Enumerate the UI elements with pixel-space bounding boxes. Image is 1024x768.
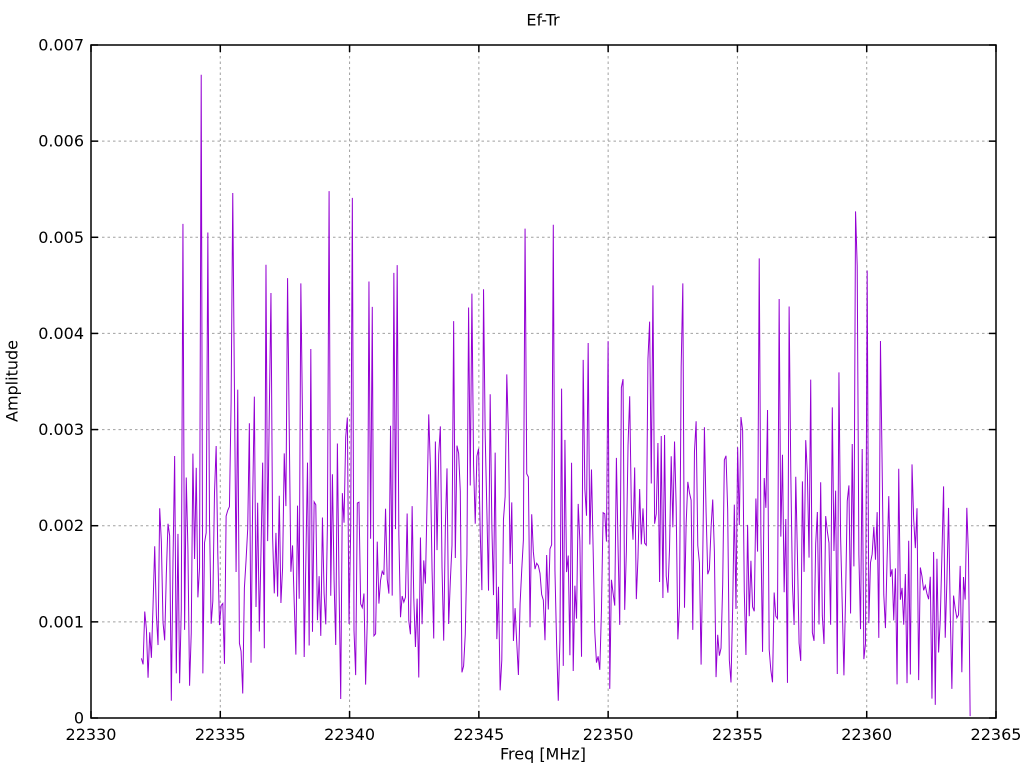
y-axis-label: Amplitude xyxy=(2,340,22,422)
y-tick-label: 0.004 xyxy=(38,324,84,343)
spectrum-trace xyxy=(140,74,971,717)
x-tick-label: 22365 xyxy=(971,725,1022,744)
y-tick-label: 0.002 xyxy=(38,516,84,535)
x-tick-label: 22350 xyxy=(583,725,634,744)
x-tick-label: 22335 xyxy=(195,725,246,744)
y-tick-label: 0 xyxy=(74,709,84,728)
y-tick-label: 0.003 xyxy=(38,420,84,439)
x-tick-label: 22330 xyxy=(66,725,117,744)
x-tick-label: 22345 xyxy=(453,725,504,744)
x-tick-label: 22360 xyxy=(841,725,892,744)
x-tick-label: 22355 xyxy=(712,725,763,744)
y-tick-label: 0.007 xyxy=(38,36,84,55)
chart-title: Ef-Tr xyxy=(526,10,560,30)
x-tick-label: 22340 xyxy=(324,725,375,744)
y-tick-label: 0.006 xyxy=(38,132,84,151)
x-axis-label: Freq [MHz] xyxy=(499,744,587,764)
y-tick-label: 0.005 xyxy=(38,228,84,247)
plot-border xyxy=(90,44,997,719)
y-tick-label: 0.001 xyxy=(38,612,84,631)
